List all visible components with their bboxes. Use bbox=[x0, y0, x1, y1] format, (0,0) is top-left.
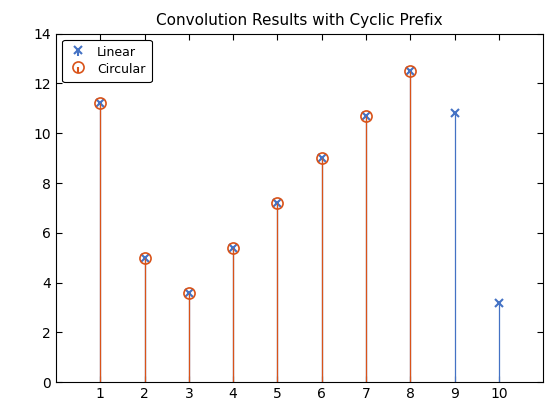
Title: Convolution Results with Cyclic Prefix: Convolution Results with Cyclic Prefix bbox=[156, 13, 443, 28]
Legend: Linear, Circular: Linear, Circular bbox=[62, 40, 152, 82]
